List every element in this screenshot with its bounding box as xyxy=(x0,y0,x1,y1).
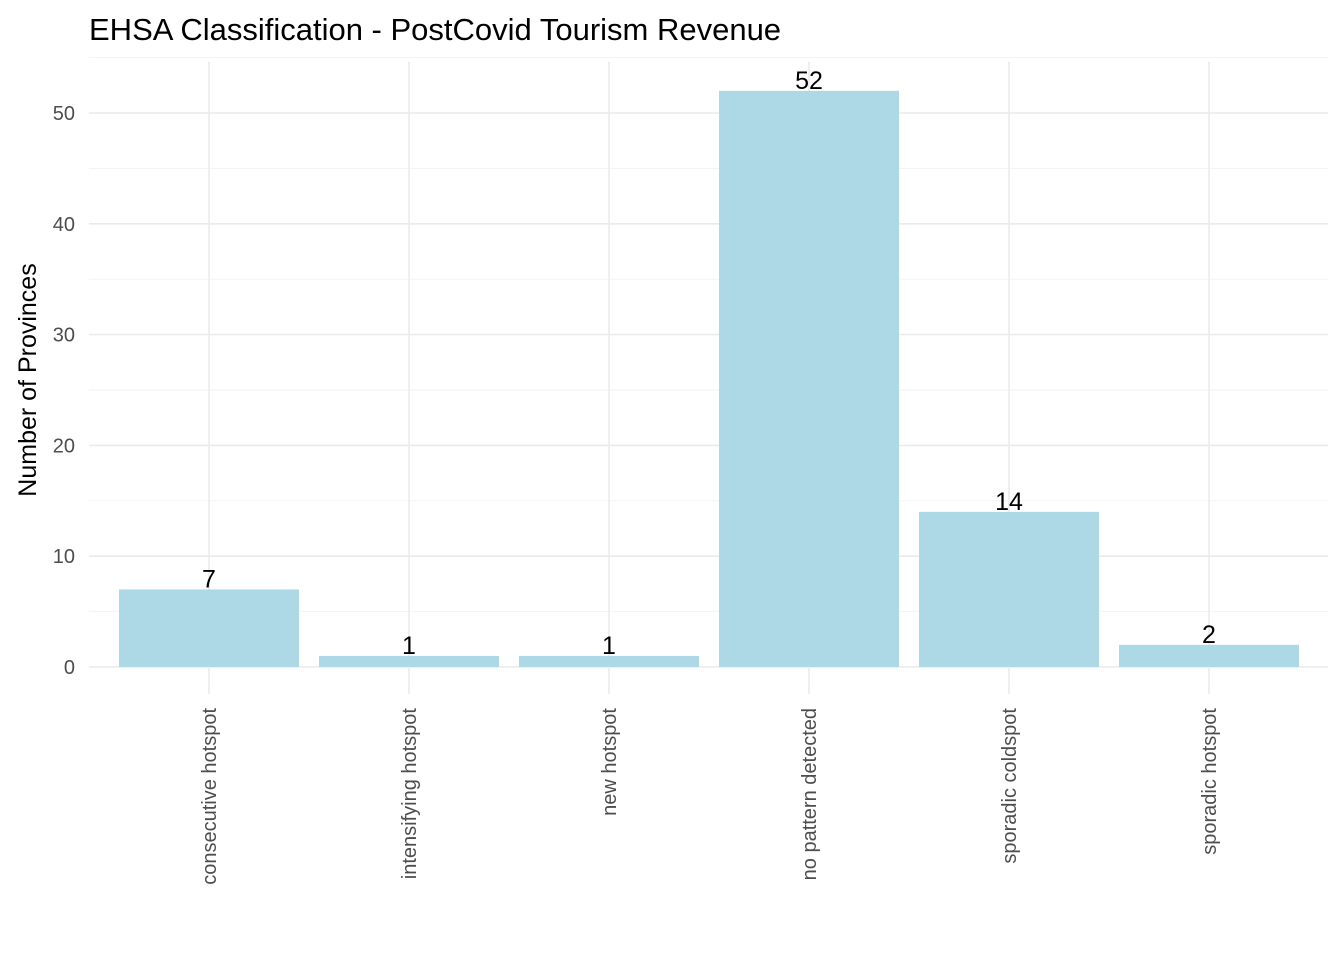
y-tick-label: 50 xyxy=(53,103,75,125)
bar xyxy=(1119,644,1299,667)
x-tick-label: no pattern detected xyxy=(799,708,821,880)
x-tick-label: sporadic coldspot xyxy=(999,708,1021,864)
gridlines xyxy=(89,57,1328,694)
x-tick-label: sporadic hotspot xyxy=(1199,708,1221,855)
data-label: 2 xyxy=(1202,621,1216,649)
x-tick-label: intensifying hotspot xyxy=(399,708,421,880)
y-tick-label: 20 xyxy=(53,435,75,457)
data-label: 52 xyxy=(795,67,823,95)
bar xyxy=(919,511,1099,667)
y-axis-label: Number of Provinces xyxy=(14,263,42,496)
y-tick-label: 0 xyxy=(64,657,75,679)
data-label: 14 xyxy=(995,488,1023,516)
y-tick-label: 40 xyxy=(53,214,75,236)
y-tick-label: 30 xyxy=(53,325,75,347)
data-label: 1 xyxy=(402,632,416,660)
bar xyxy=(119,589,299,667)
chart-title: EHSA Classification - PostCovid Tourism … xyxy=(89,12,781,47)
y-axis-ticks: 0 10 20 30 40 50 xyxy=(53,103,75,679)
x-axis-ticks: consecutive hotspot intensifying hotspot n… xyxy=(199,708,1221,885)
x-tick-label: new hotspot xyxy=(599,708,621,816)
data-labels: 7 1 1 52 14 2 xyxy=(202,67,1216,660)
bars xyxy=(119,90,1299,668)
bar xyxy=(719,90,899,668)
data-label: 1 xyxy=(602,632,616,660)
bar xyxy=(519,655,699,667)
y-tick-label: 10 xyxy=(53,546,75,568)
x-tick-label: consecutive hotspot xyxy=(199,708,221,885)
bar xyxy=(319,655,499,667)
data-label: 7 xyxy=(202,565,216,593)
